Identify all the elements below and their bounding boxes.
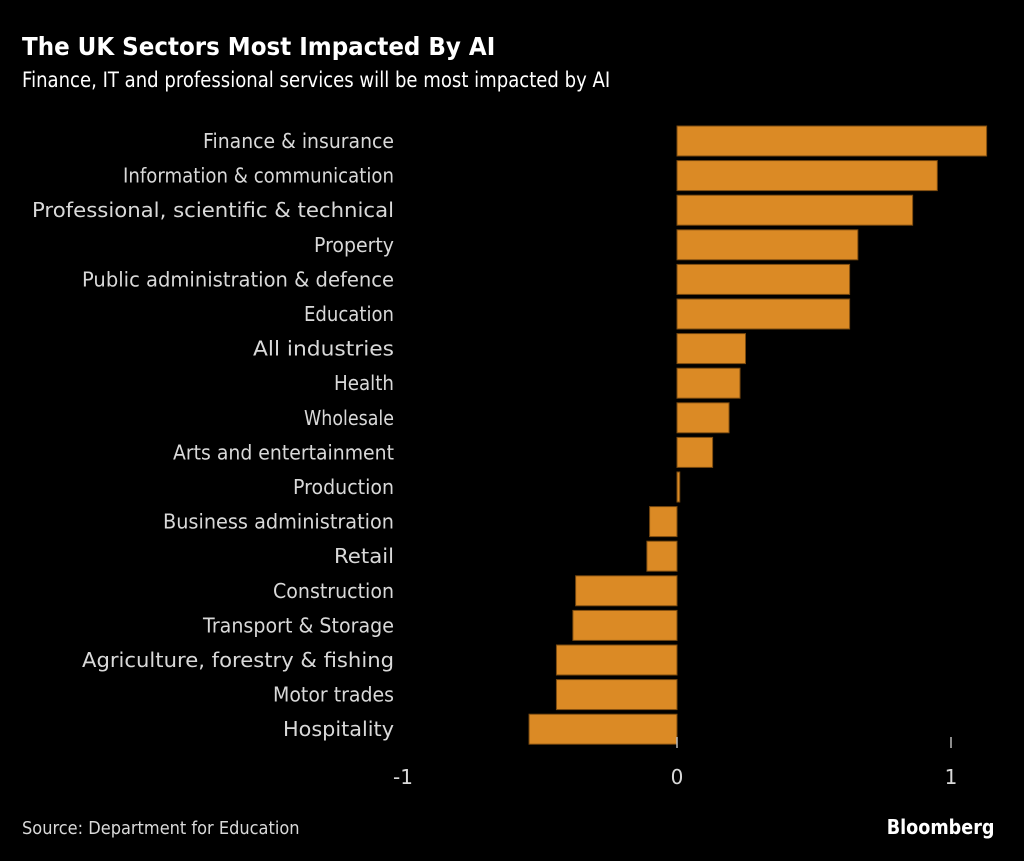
category-label: All industries <box>253 337 394 361</box>
bar <box>676 125 988 157</box>
category-label: Retail <box>334 544 394 568</box>
x-tick-label: 0 <box>671 765 684 789</box>
bar <box>555 679 678 711</box>
bar <box>676 436 714 468</box>
chart-subtitle: Finance, IT and professional services wi… <box>22 68 611 92</box>
bar <box>676 402 730 434</box>
bar <box>676 229 859 261</box>
bar <box>676 333 746 365</box>
category-label: Hospitality <box>283 717 394 741</box>
x-tick-label: -1 <box>393 765 413 789</box>
bar <box>555 644 678 676</box>
category-label: Wholesale <box>304 406 394 430</box>
category-label: Agriculture, forestry & fishing <box>82 648 394 672</box>
bar <box>646 540 678 572</box>
bar <box>528 713 678 745</box>
bar <box>676 471 681 503</box>
bar <box>676 160 938 192</box>
chart-title: The UK Sectors Most Impacted By AI <box>22 32 496 61</box>
bar <box>649 506 678 538</box>
category-label: Information & communication <box>123 164 394 188</box>
category-label: Health <box>334 371 394 395</box>
source-note: Source: Department for Education <box>22 818 300 839</box>
category-label: Public administration & defence <box>82 267 394 291</box>
x-axis: -1 0 1 <box>393 737 957 789</box>
category-label: Construction <box>273 579 394 603</box>
bar <box>575 575 678 607</box>
bar <box>676 194 914 226</box>
category-label: Production <box>293 475 394 499</box>
category-label: Business administration <box>163 510 394 534</box>
bar <box>572 609 678 641</box>
category-label: Finance & insurance <box>203 129 394 153</box>
bars <box>528 125 988 745</box>
bar <box>676 298 851 330</box>
category-labels: Finance & insurance Information & communi… <box>32 129 394 741</box>
category-label: Arts and entertainment <box>173 440 394 464</box>
bar <box>676 263 851 295</box>
x-tick-label: 1 <box>945 765 958 789</box>
category-label: Motor trades <box>273 683 394 707</box>
category-label: Transport & Storage <box>202 613 394 637</box>
category-label: Professional, scientific & technical <box>32 198 394 222</box>
category-label: Education <box>304 302 394 326</box>
bloomberg-logo: Bloomberg <box>886 815 994 839</box>
bar <box>676 367 741 399</box>
category-label: Property <box>314 233 394 257</box>
